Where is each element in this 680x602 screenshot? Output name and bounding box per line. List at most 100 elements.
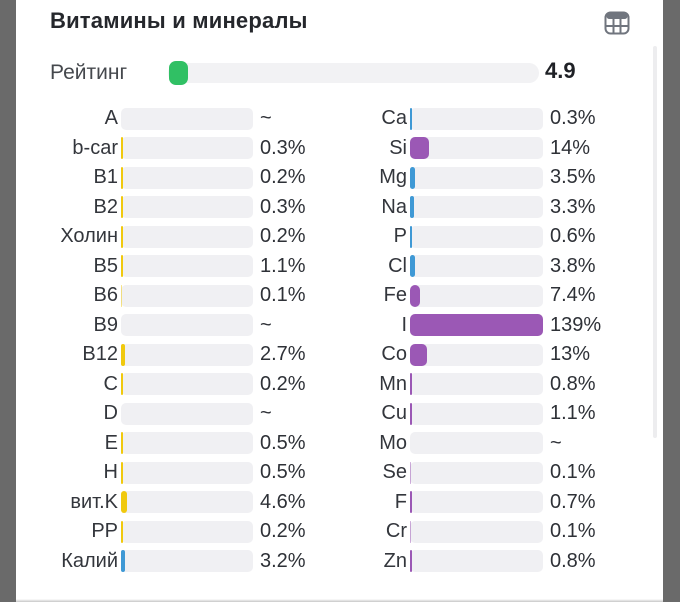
nutrient-bar-track bbox=[121, 166, 253, 189]
nutrient-bar-fill bbox=[410, 137, 429, 160]
nutrient-bar-track bbox=[121, 137, 253, 160]
nutrient-row: Si 14% bbox=[322, 134, 663, 164]
nutrient-bar-fill bbox=[121, 166, 123, 189]
table-icon bbox=[604, 11, 630, 35]
nutrient-bar-fill bbox=[410, 284, 420, 307]
rating-value: 4.9 bbox=[545, 58, 576, 83]
nutrient-bar-track bbox=[410, 225, 543, 248]
nutrient-bar-track bbox=[121, 343, 253, 366]
nutrient-value: 0.6% bbox=[550, 225, 596, 248]
nutrient-label: B6 bbox=[93, 284, 118, 307]
scrollbar-thumb[interactable] bbox=[653, 46, 657, 438]
nutrient-row: Cr 0.1% bbox=[322, 517, 663, 547]
nutrient-bar-track bbox=[410, 137, 543, 160]
nutrient-bar-track bbox=[121, 491, 253, 514]
nutrient-value: 13% bbox=[550, 343, 591, 366]
nutrient-bar-fill bbox=[410, 343, 428, 366]
nutrient-bar-track bbox=[410, 432, 543, 455]
nutrient-bar-track bbox=[121, 373, 253, 396]
nutrient-bar-track bbox=[410, 461, 543, 484]
rating-bar-fill bbox=[169, 61, 188, 85]
nutrient-value: 2.7% bbox=[260, 343, 306, 366]
nutrient-label: F bbox=[394, 490, 407, 513]
nutrient-label: Cl bbox=[388, 254, 407, 277]
nutrient-bar-fill bbox=[121, 461, 123, 484]
nutrient-value: 3.3% bbox=[550, 195, 596, 218]
nutrient-row: P 0.6% bbox=[322, 222, 663, 252]
nutrient-bar-fill bbox=[410, 520, 411, 543]
nutrient-value: 0.1% bbox=[260, 284, 306, 307]
nutrient-row: I 139% bbox=[322, 311, 663, 341]
table-view-button[interactable] bbox=[602, 8, 632, 38]
nutrient-bar-track bbox=[410, 166, 543, 189]
nutrient-value: 0.8% bbox=[550, 372, 596, 395]
nutrient-bar-track bbox=[410, 107, 543, 130]
nutrient-value: 0.2% bbox=[260, 166, 306, 189]
nutrient-label: D bbox=[103, 402, 118, 425]
nutrient-bar-track bbox=[410, 373, 543, 396]
nutrient-row: B5 1.1% bbox=[16, 252, 336, 282]
nutrient-bar-track bbox=[410, 196, 543, 219]
nutrient-bar-fill bbox=[121, 137, 123, 160]
nutrient-value: 0.1% bbox=[550, 520, 596, 543]
page-title: Витамины и минералы bbox=[50, 8, 308, 33]
nutrient-row: E 0.5% bbox=[16, 429, 336, 459]
nutrient-label: A bbox=[104, 107, 118, 130]
nutrient-value: 0.1% bbox=[550, 461, 596, 484]
nutrient-bar-fill bbox=[121, 284, 122, 307]
nutrient-row: b-car 0.3% bbox=[16, 134, 336, 164]
nutrient-label: Ca bbox=[381, 107, 407, 130]
nutrient-row: Калий 3.2% bbox=[16, 547, 336, 577]
nutrient-label: Co bbox=[381, 343, 407, 366]
nutrient-value: ~ bbox=[260, 402, 272, 425]
nutrient-label: B12 bbox=[82, 343, 118, 366]
nutrient-bar-track bbox=[410, 255, 543, 278]
nutrient-value: 7.4% bbox=[550, 284, 596, 307]
nutrient-label: B5 bbox=[93, 254, 118, 277]
nutrient-value: 0.7% bbox=[550, 490, 596, 513]
nutrient-bar-track bbox=[121, 196, 253, 219]
nutrient-bar-fill bbox=[121, 343, 125, 366]
nutrient-row: PP 0.2% bbox=[16, 517, 336, 547]
nutrient-label: Na bbox=[381, 195, 407, 218]
nutrient-bar-track bbox=[121, 402, 253, 425]
vitamins-column: A ~ b-car 0.3% B1 0.2% B2 0.3% Холин 0.2… bbox=[16, 104, 336, 576]
nutrient-value: ~ bbox=[550, 431, 562, 454]
nutrient-row: H 0.5% bbox=[16, 458, 336, 488]
nutrient-bar-fill bbox=[410, 461, 411, 484]
nutrient-label: вит.K bbox=[70, 490, 118, 513]
nutrient-bar-fill bbox=[410, 314, 543, 337]
nutrient-bar-track bbox=[410, 343, 543, 366]
nutrient-row: B1 0.2% bbox=[16, 163, 336, 193]
nutrient-label: Cu bbox=[381, 402, 407, 425]
nutrient-bar-fill bbox=[121, 520, 123, 543]
nutrient-label: E bbox=[104, 431, 118, 454]
nutrient-value: 0.3% bbox=[260, 195, 306, 218]
nutrient-bar-fill bbox=[410, 225, 412, 248]
nutrient-value: 1.1% bbox=[550, 402, 596, 425]
nutrient-bar-track bbox=[410, 402, 543, 425]
nutrient-row: D ~ bbox=[16, 399, 336, 429]
nutrient-row: вит.K 4.6% bbox=[16, 488, 336, 518]
nutrient-value: ~ bbox=[260, 313, 272, 336]
nutrient-row: Cl 3.8% bbox=[322, 252, 663, 282]
nutrient-label: B2 bbox=[93, 195, 118, 218]
nutrient-bar-track bbox=[121, 432, 253, 455]
nutrient-row: Fe 7.4% bbox=[322, 281, 663, 311]
nutrient-bar-fill bbox=[121, 432, 123, 455]
nutrient-label: b-car bbox=[72, 136, 118, 159]
nutrient-value: 139% bbox=[550, 313, 602, 336]
nutrient-label: Se bbox=[382, 461, 407, 484]
nutrient-value: ~ bbox=[260, 107, 272, 130]
nutrient-row: Co 13% bbox=[322, 340, 663, 370]
nutrient-label: B9 bbox=[93, 313, 118, 336]
nutrient-bar-track bbox=[121, 520, 253, 543]
nutrient-bar-fill bbox=[410, 107, 412, 130]
nutrient-label: C bbox=[103, 372, 118, 395]
nutrient-bar-track bbox=[410, 284, 543, 307]
nutrient-label: PP bbox=[91, 520, 118, 543]
nutrient-bar-track bbox=[121, 550, 253, 573]
nutrient-label: H bbox=[103, 461, 118, 484]
nutrient-bar-fill bbox=[410, 550, 412, 573]
nutrient-value: 0.3% bbox=[260, 136, 306, 159]
